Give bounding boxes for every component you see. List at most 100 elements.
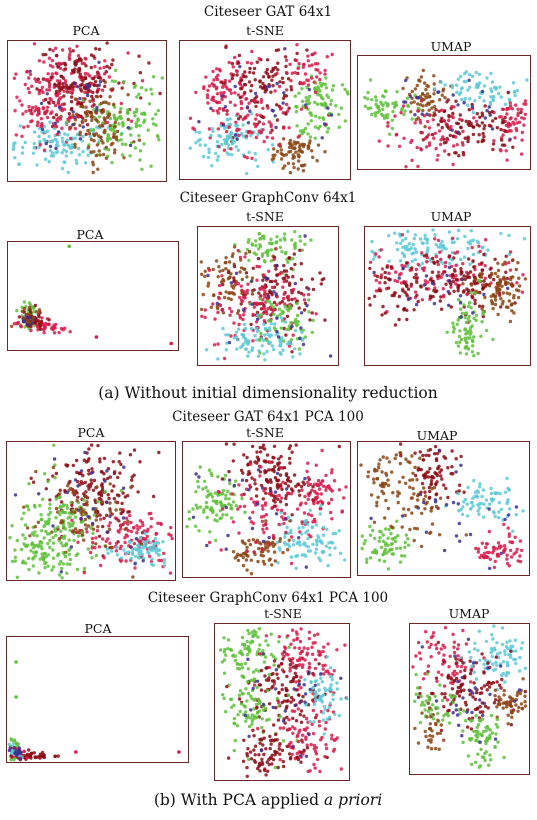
scatter-point — [424, 287, 429, 291]
scatter-point — [63, 534, 67, 538]
scatter-point — [408, 527, 412, 532]
scatter-point — [456, 289, 460, 293]
scatter-point — [260, 336, 264, 340]
scatter-point — [384, 113, 388, 118]
scatter-point — [468, 85, 472, 89]
scatter-point — [483, 276, 487, 280]
scatter-point — [74, 158, 79, 162]
scatter-point — [268, 289, 272, 293]
scatter-point — [475, 495, 480, 499]
scatter-point — [54, 113, 59, 117]
scatter-point — [368, 260, 373, 264]
scatter-point — [221, 513, 225, 517]
scatter-point — [463, 96, 468, 101]
scatter-point — [170, 536, 174, 541]
scatter-point — [51, 327, 55, 332]
scatter-point — [68, 528, 72, 533]
scatter-point — [386, 483, 391, 488]
scatter-point — [323, 72, 327, 76]
scatter-point — [225, 86, 229, 91]
scatter-point — [259, 465, 263, 469]
scatter-point — [65, 138, 70, 142]
scatter-point — [498, 491, 502, 496]
scatter-point — [522, 123, 526, 127]
scatter-point — [56, 116, 61, 120]
scatter-point — [233, 55, 237, 60]
scatter-point — [51, 524, 55, 528]
scatter-point — [135, 95, 139, 99]
scatter-point — [80, 82, 84, 87]
scatter-point — [39, 101, 44, 106]
scatter-point — [368, 303, 372, 307]
scatter-points — [367, 228, 528, 358]
scatter-point — [413, 113, 417, 117]
scatter-point — [497, 284, 502, 288]
scatter-point — [288, 149, 293, 154]
scatter-point — [459, 272, 463, 276]
scatter-point — [71, 110, 75, 114]
scatter-point — [421, 458, 425, 462]
scatter-point — [283, 535, 287, 539]
scatter-point — [245, 653, 250, 657]
scatter-point — [386, 144, 390, 148]
scatter-point — [194, 141, 198, 145]
scatter-point — [316, 484, 321, 488]
scatter-point — [191, 126, 195, 130]
scatter-point — [48, 96, 52, 101]
scatter-point — [307, 94, 312, 99]
scatter-point — [441, 89, 445, 93]
scatter-point — [246, 121, 251, 125]
scatter-point — [430, 505, 434, 510]
scatter-point — [245, 568, 249, 572]
scatter-point — [48, 545, 52, 550]
scatter-point — [273, 114, 277, 118]
scatter-point — [258, 287, 262, 291]
scatter-point — [379, 273, 384, 277]
scatter-point — [145, 529, 149, 533]
scatter-point — [66, 170, 70, 175]
scatter-point — [296, 482, 300, 487]
scatter-point — [207, 127, 212, 131]
scatter-point — [321, 533, 326, 537]
scatter-point — [100, 121, 105, 125]
scatter-point — [83, 523, 88, 527]
scatter-point — [114, 508, 118, 512]
scatter-point — [429, 509, 433, 513]
scatter-point — [407, 297, 411, 301]
scatter-point — [455, 90, 459, 94]
scatter-point — [503, 260, 507, 264]
scatter-point — [240, 635, 245, 640]
scatter-point — [381, 304, 385, 309]
scatter-point — [247, 80, 252, 84]
scatter-point — [265, 299, 269, 303]
scatter-point — [322, 277, 326, 281]
scatter-point — [239, 302, 243, 306]
scatter-point — [233, 84, 237, 89]
scatter-point — [506, 498, 510, 502]
scatter-point — [261, 649, 265, 653]
scatter-point — [84, 132, 88, 136]
scatter-point — [249, 572, 254, 576]
scatter-point — [44, 97, 48, 102]
scatter-point — [273, 465, 277, 469]
scatter-point — [97, 83, 102, 87]
scatter-point — [67, 538, 71, 542]
scatter-point — [160, 76, 164, 80]
scatter-point — [113, 125, 117, 129]
scatter-point — [15, 538, 19, 543]
scatter-point — [267, 84, 272, 89]
scatter-point — [289, 535, 294, 539]
scatter-point — [280, 300, 284, 304]
scatter-point — [191, 515, 196, 519]
scatter-point — [157, 450, 161, 455]
scatter-point — [46, 479, 50, 484]
scatter-point — [301, 342, 306, 347]
scatter-point — [244, 558, 249, 562]
scatter-point — [471, 259, 475, 263]
scatter-point — [371, 257, 376, 262]
scatter-point — [43, 520, 48, 524]
scatter-point — [321, 525, 326, 529]
scatter-point — [108, 501, 112, 505]
scatter-point — [395, 546, 399, 551]
scatter-point — [438, 98, 442, 102]
